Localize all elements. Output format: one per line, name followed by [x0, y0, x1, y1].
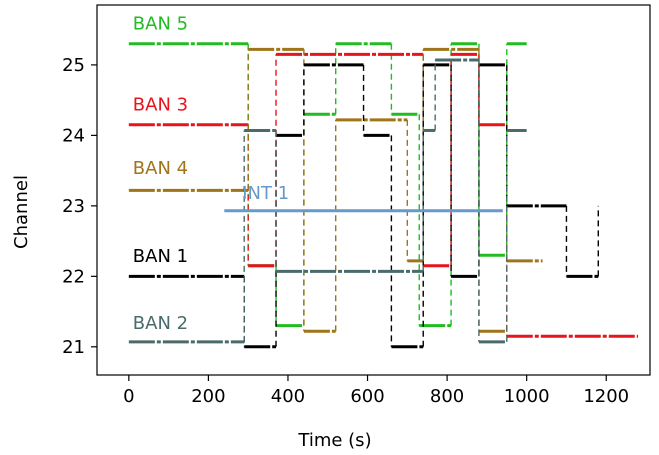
- y-tick-label: 24: [62, 125, 85, 146]
- series-ban-5: [128, 42, 527, 328]
- series-label-ban-4: BAN 4: [133, 158, 188, 179]
- x-axis-title: Time (s): [297, 430, 371, 451]
- y-axis: 21 22 23 24 25: [62, 55, 97, 358]
- y-tick-label: 22: [62, 266, 85, 287]
- y-axis-title: Channel: [11, 175, 32, 249]
- y-tick-label: 23: [62, 196, 85, 217]
- series-label-ban-2: BAN 2: [133, 313, 188, 334]
- series-layer: [128, 42, 639, 349]
- x-tick-label: 1200: [583, 386, 629, 407]
- series-labels: BAN 5 BAN 3 BAN 4 BAN 1 BAN 2 INT 1: [133, 14, 289, 335]
- x-tick-label: 0: [123, 386, 134, 407]
- series-label-int-1: INT 1: [242, 183, 289, 204]
- series-ban-2: [128, 58, 527, 344]
- series-label-ban-5: BAN 5: [133, 14, 188, 35]
- y-tick-label: 25: [62, 55, 85, 76]
- x-tick-label: 200: [191, 386, 225, 407]
- y-tick-label: 21: [62, 337, 85, 358]
- x-tick-label: 800: [430, 386, 464, 407]
- x-tick-label: 600: [350, 386, 384, 407]
- series-ban-1: [128, 63, 599, 349]
- x-tick-label: 1000: [504, 386, 550, 407]
- series-label-ban-3: BAN 3: [133, 95, 188, 116]
- x-tick-label: 400: [271, 386, 305, 407]
- plot-frame: [96, 4, 651, 376]
- series-label-ban-1: BAN 1: [133, 246, 188, 267]
- x-axis: 0 200 400 600 800 1000 1200: [123, 375, 629, 407]
- series-ban-3: [128, 52, 639, 338]
